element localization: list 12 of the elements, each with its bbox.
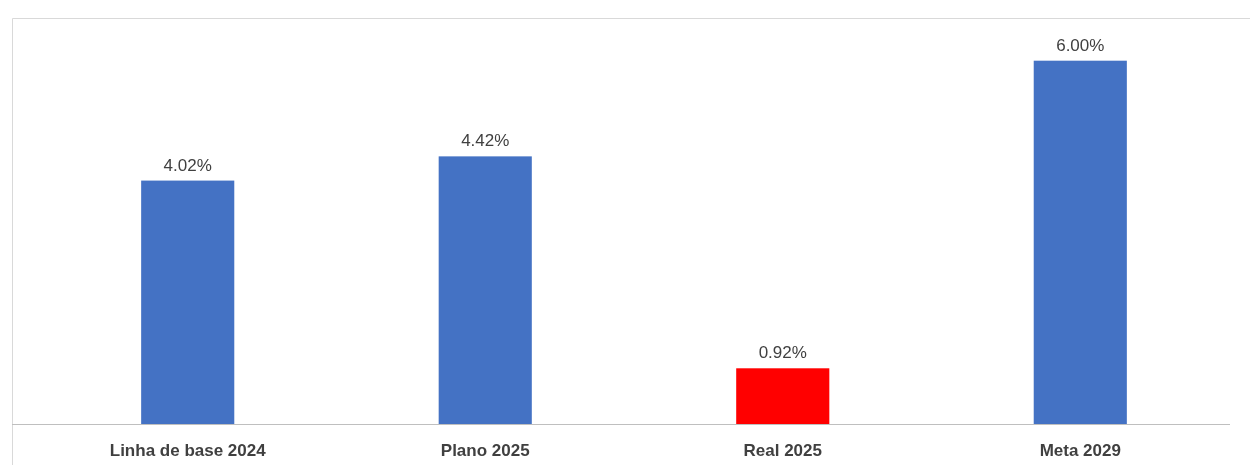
x-tick-label: Real 2025 xyxy=(743,441,822,460)
data-label: 0.92% xyxy=(758,343,807,363)
x-tick-label: Meta 2029 xyxy=(1039,441,1121,460)
x-tick-label: Linha de base 2024 xyxy=(109,441,267,460)
bar xyxy=(438,156,532,424)
bar xyxy=(141,180,235,424)
bar xyxy=(1033,60,1127,424)
data-label: 4.02% xyxy=(163,155,212,175)
data-label: 6.00% xyxy=(1056,35,1105,55)
bar xyxy=(736,368,830,424)
x-tick-label: Plano 2025 xyxy=(440,441,530,460)
data-label: 4.42% xyxy=(461,131,510,151)
